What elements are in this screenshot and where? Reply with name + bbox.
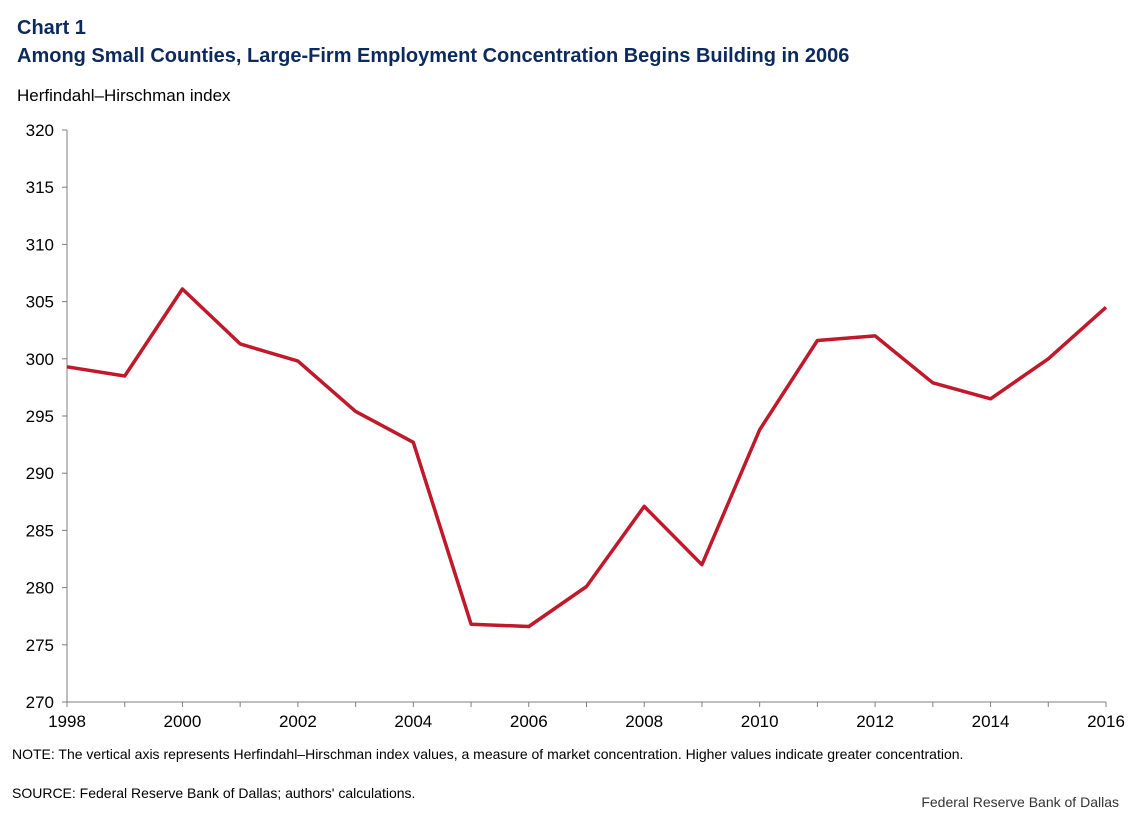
axes — [66, 130, 1106, 703]
chart-credit: Federal Reserve Bank of Dallas — [921, 794, 1119, 810]
x-tick-label: 2002 — [279, 712, 317, 731]
y-tick-label: 305 — [26, 293, 54, 312]
y-ticks: 270 275 280 285 290 295 300 305 310 315 320 — [26, 121, 67, 712]
chart-note: NOTE: The vertical axis represents Herfi… — [12, 746, 964, 762]
y-tick-label: 315 — [26, 178, 54, 197]
x-tick-label: 2008 — [625, 712, 663, 731]
x-ticks: 1998 2000 2002 2004 2006 2008 2010 2012 2014 2016 — [48, 702, 1125, 731]
x-tick-label: 2000 — [164, 712, 202, 731]
y-axis-label: Herfindahl–Hirschman index — [17, 86, 231, 105]
y-tick-label: 290 — [26, 464, 54, 483]
y-tick-label: 310 — [26, 235, 54, 254]
x-tick-label: 1998 — [48, 712, 86, 731]
x-tick-label: 2010 — [741, 712, 779, 731]
y-tick-label: 285 — [26, 521, 54, 540]
series-line — [66, 287, 1108, 629]
chart-title: Among Small Counties, Large-Firm Employm… — [17, 45, 850, 67]
y-tick-label: 295 — [26, 407, 54, 426]
y-tick-label: 300 — [26, 350, 54, 369]
x-tick-label: 2012 — [856, 712, 894, 731]
x-tick-label: 2016 — [1087, 712, 1125, 731]
y-tick-label: 320 — [26, 121, 54, 140]
y-tick-label: 275 — [26, 636, 54, 655]
y-tick-label: 280 — [26, 579, 54, 598]
x-tick-label: 2014 — [972, 712, 1010, 731]
x-tick-label: 2004 — [394, 712, 432, 731]
chart-number: Chart 1 — [17, 17, 86, 39]
series-group — [66, 287, 1108, 629]
x-tick-label: 2006 — [510, 712, 548, 731]
y-tick-label: 270 — [26, 693, 54, 712]
chart-source: SOURCE: Federal Reserve Bank of Dallas; … — [12, 785, 416, 801]
